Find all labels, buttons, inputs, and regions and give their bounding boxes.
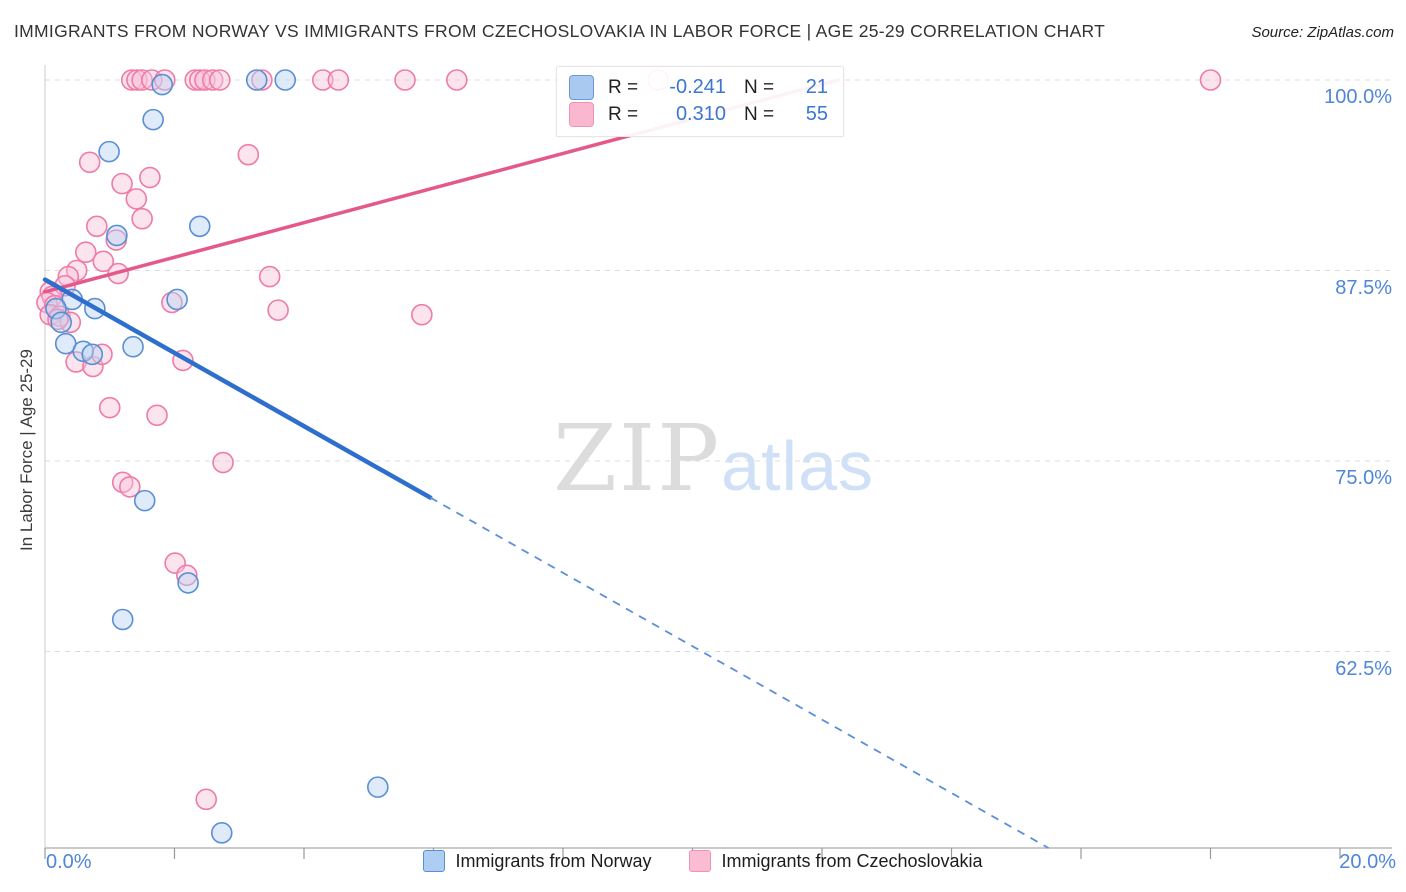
- norway-swatch-icon: [423, 850, 446, 872]
- czechoslovakia-point: [195, 788, 218, 811]
- czechoslovakia-point: [237, 143, 260, 166]
- norway-point: [210, 822, 233, 844]
- czechoslovakia-point: [78, 151, 101, 174]
- legend-row-czechoslovakia: R = 0.310 N = 55: [569, 101, 833, 128]
- watermark: ZIPatlas: [553, 405, 874, 512]
- norway-point: [111, 608, 134, 631]
- czechoslovakia-n-value: 55: [805, 103, 828, 125]
- bottom-legend: Immigrants from Norway Immigrants from C…: [0, 850, 1406, 872]
- n-label: N =: [744, 76, 775, 98]
- bottom-legend-label-czechoslovakia: Immigrants from Czechoslovakia: [721, 850, 983, 871]
- czechoslovakia-swatch-icon: [569, 102, 594, 127]
- x-axis-min-label: 0.0%: [46, 851, 92, 873]
- czechoslovakia-point: [311, 69, 334, 91]
- norway-point: [245, 69, 268, 91]
- norway-point: [177, 572, 199, 594]
- czechoslovakia-swatch-icon: [689, 850, 712, 872]
- norway-point: [81, 343, 104, 366]
- czechoslovakia-point: [212, 451, 234, 474]
- norway-point: [122, 335, 144, 358]
- czechoslovakia-point: [59, 311, 82, 334]
- norway-n-value: 21: [805, 76, 828, 98]
- watermark-zip: ZIP: [553, 405, 722, 512]
- czechoslovakia-point: [131, 207, 153, 230]
- czechoslovakia-point: [86, 215, 108, 238]
- legend-row-norway: R = -0.241 N = 21: [569, 74, 833, 101]
- norway-point: [166, 288, 188, 311]
- norway-point: [274, 69, 297, 91]
- czechoslovakia-point: [146, 404, 168, 427]
- correlation-legend-box: R = -0.241 N = 21 R = 0.310 N = 55: [556, 66, 844, 137]
- y-axis-tick-label: 75.0%: [1335, 467, 1392, 489]
- czechoslovakia-point: [74, 241, 97, 264]
- czechoslovakia-point: [251, 69, 273, 91]
- norway-swatch-icon: [569, 75, 594, 100]
- y-axis-tick-label: 87.5%: [1335, 276, 1392, 299]
- n-label: N =: [744, 103, 775, 125]
- norway-trend-line-extension: [429, 496, 1050, 849]
- norway-point: [151, 73, 173, 96]
- czechoslovakia-point: [327, 69, 350, 91]
- norway-point: [133, 489, 156, 512]
- source-link[interactable]: Source: ZipAtlas.com: [1251, 24, 1394, 41]
- r-label: R =: [608, 76, 639, 98]
- czechoslovakia-r-value: 0.310: [675, 103, 726, 125]
- norway-point: [142, 108, 164, 131]
- czechoslovakia-point: [267, 299, 289, 321]
- czechoslovakia-point: [446, 69, 468, 91]
- watermark-atlas: atlas: [721, 427, 875, 505]
- czechoslovakia-point: [47, 308, 69, 331]
- x-axis-max-label: 20.0%: [1339, 851, 1396, 873]
- norway-point: [106, 224, 128, 247]
- r-label: R =: [608, 103, 639, 125]
- czechoslovakia-point: [126, 69, 148, 91]
- czechoslovakia-point: [92, 250, 115, 273]
- czechoslovakia-point: [111, 172, 133, 195]
- czechoslovakia-point: [125, 188, 148, 210]
- norway-point: [98, 140, 120, 163]
- czechoslovakia-point: [411, 303, 433, 326]
- bottom-legend-item-norway: Immigrants from Norway: [423, 850, 651, 872]
- czechoslovakia-point: [98, 396, 121, 419]
- czechoslovakia-point: [394, 69, 416, 91]
- y-axis-tick-label: 62.5%: [1335, 657, 1392, 680]
- y-axis-title: In Labor Force | Age 25-29: [17, 349, 36, 551]
- norway-trend-line: [42, 277, 433, 500]
- norway-point: [50, 311, 72, 334]
- czechoslovakia-point: [258, 265, 281, 288]
- norway-point: [367, 776, 389, 798]
- norway-r-value: -0.241: [669, 76, 726, 98]
- czechoslovakia-point: [209, 69, 231, 91]
- czechoslovakia-point: [119, 476, 141, 498]
- czechoslovakia-point: [139, 166, 161, 189]
- czechoslovakia-point: [1199, 69, 1222, 91]
- page-title: IMMIGRANTS FROM NORWAY VS IMMIGRANTS FRO…: [14, 21, 1106, 41]
- czechoslovakia-point: [176, 564, 198, 587]
- norway-point: [45, 297, 67, 320]
- norway-point: [188, 215, 211, 238]
- czechoslovakia-point: [194, 69, 216, 91]
- czechoslovakia-point: [201, 69, 224, 91]
- y-axis-tick-label: 100.0%: [1324, 86, 1392, 108]
- bottom-legend-label-norway: Immigrants from Norway: [455, 850, 652, 871]
- bottom-legend-item-czechoslovakia: Immigrants from Czechoslovakia: [689, 850, 983, 872]
